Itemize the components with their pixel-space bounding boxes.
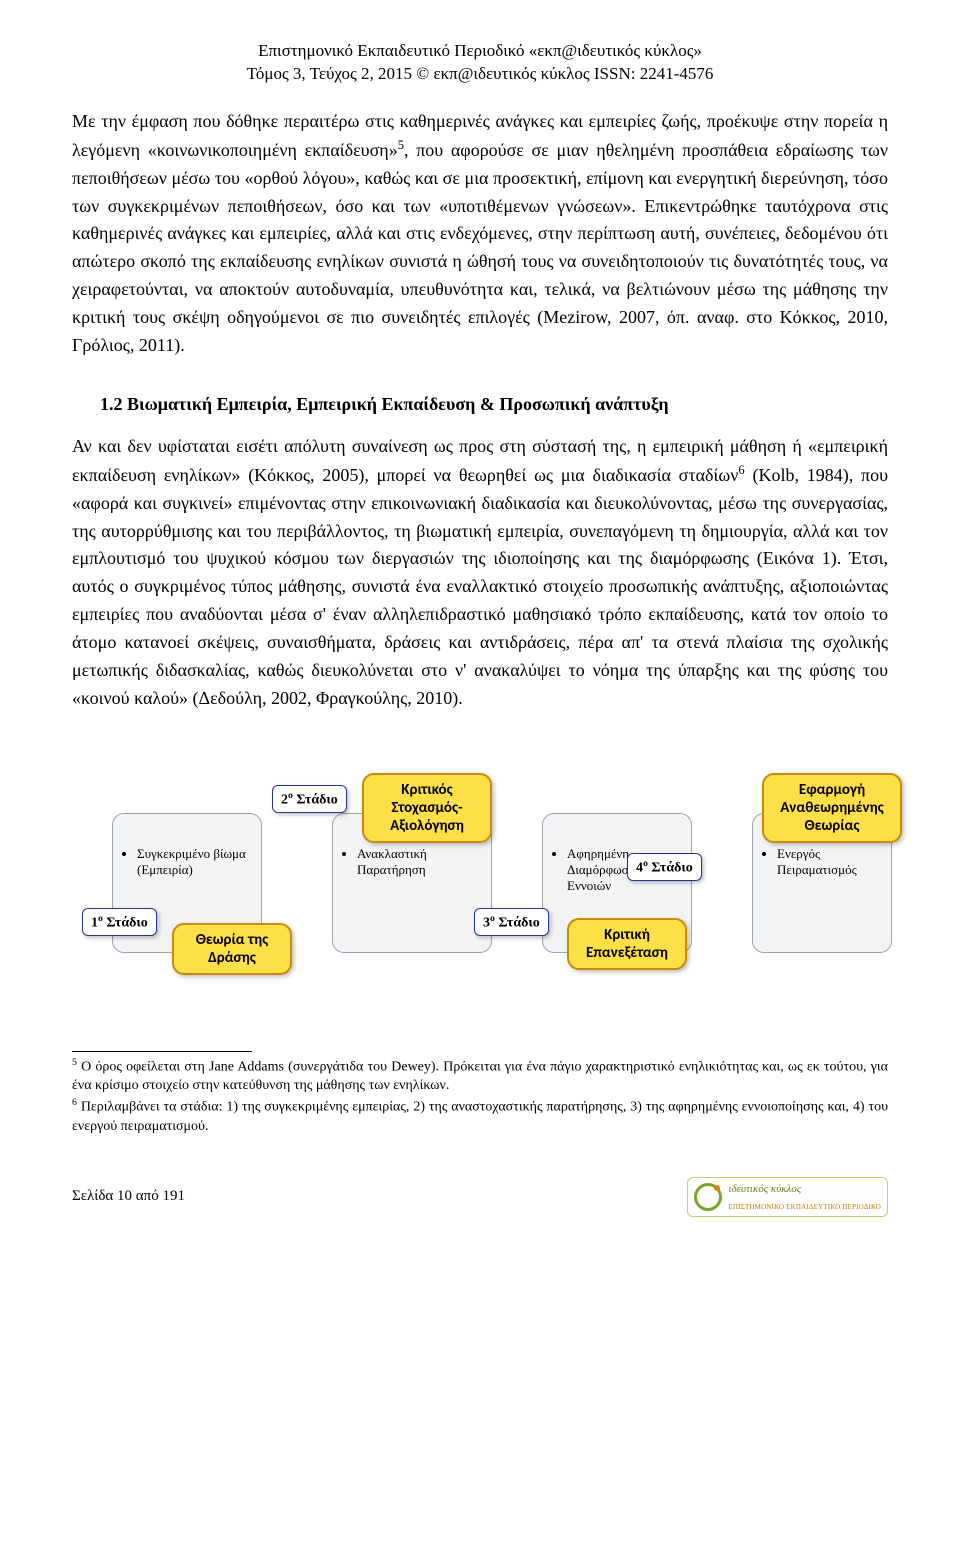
diagram-bullet: Ενεργός Πειραματισμός [777, 846, 881, 878]
diagram-yellow-head-4: Εφαρμογή Αναθεωρημένης Θεωρίας [762, 773, 902, 843]
footnote-5: 5 Ο όρος οφείλεται στη Jane Addams (συνε… [72, 1056, 888, 1096]
stage-label-2: 2ο Στάδιο [272, 785, 347, 814]
journal-header: Επιστημονικό Εκπαιδευτικό Περιοδικό «εκπ… [72, 40, 888, 86]
footnote-6-num: 6 [72, 1097, 77, 1108]
stage-label-4: 4ο Στάδιο [627, 853, 702, 882]
section-heading-1-2: 1.2 Βιωματική Εμπειρία, Εμπειρική Εκπαίδ… [100, 394, 888, 415]
paragraph-1: Με την έμφαση που δόθηκε περαιτέρω στις … [72, 108, 888, 360]
footnote-5-text: Ο όρος οφείλεται στη Jane Addams (συνεργ… [72, 1059, 888, 1093]
header-line1: Επιστημονικό Εκπαιδευτικό Περιοδικό «εκπ… [72, 40, 888, 63]
diagram-bullet: Συγκεκριμένο βίωμα (Εμπειρία) [137, 846, 251, 878]
badge-subtext: ΕΠΙΣΤΗΜΟΝΙΚΟ ΕΚΠΑΙΔΕΥΤΙΚΟ ΠΕΡΙΟΔΙΚΟ [728, 1203, 881, 1211]
p2-part-b: (Kolb, 1984), που «αφορά και συγκινεί» ε… [72, 465, 888, 708]
p1-part-b: , που αφορούσε σε μιαν ηθελημένη προσπάθ… [72, 140, 888, 355]
stage-label-3: 3ο Στάδιο [474, 908, 549, 937]
page-number: Σελίδα 10 από 191 [72, 1188, 185, 1205]
stages-flowchart: Συγκεκριμένο βίωμα (Εμπειρία) Ανακλαστική… [72, 743, 892, 1003]
diagram-bullet: Ανακλαστική Παρατήρηση [357, 846, 481, 878]
footnote-6: 6 Περιλαμβάνει τα στάδια: 1) της συγκεκρ… [72, 1096, 888, 1136]
badge-text: ιδευτικός κύκλος [728, 1183, 801, 1195]
journal-badge: ιδευτικός κύκλος ΕΠΙΣΤΗΜΟΝΙΚΟ ΕΚΠΑΙΔΕΥΤΙ… [687, 1177, 888, 1217]
diagram-yellow-head-3: Κριτική Επανεξέταση [567, 918, 687, 970]
footnote-5-num: 5 [72, 1057, 77, 1068]
stage-label-1: 1ο Στάδιο [82, 908, 157, 937]
footnote-6-text: Περιλαμβάνει τα στάδια: 1) της συγκεκριμ… [72, 1100, 888, 1134]
diagram-yellow-head-1: Θεωρία της Δράσης [172, 923, 292, 975]
page-footer: Σελίδα 10 από 191 ιδευτικός κύκλος ΕΠΙΣΤ… [72, 1177, 888, 1217]
diagram-yellow-head-2: Κριτικός Στοχασμός- Αξιολόγηση [362, 773, 492, 843]
badge-circle-icon [694, 1183, 722, 1211]
footnote-rule [72, 1051, 252, 1052]
header-line2: Τόμος 3, Τεύχος 2, 2015 © εκπ@ιδευτικός … [72, 63, 888, 86]
paragraph-2: Αν και δεν υφίσταται εισέτι απόλυτη συνα… [72, 433, 888, 713]
